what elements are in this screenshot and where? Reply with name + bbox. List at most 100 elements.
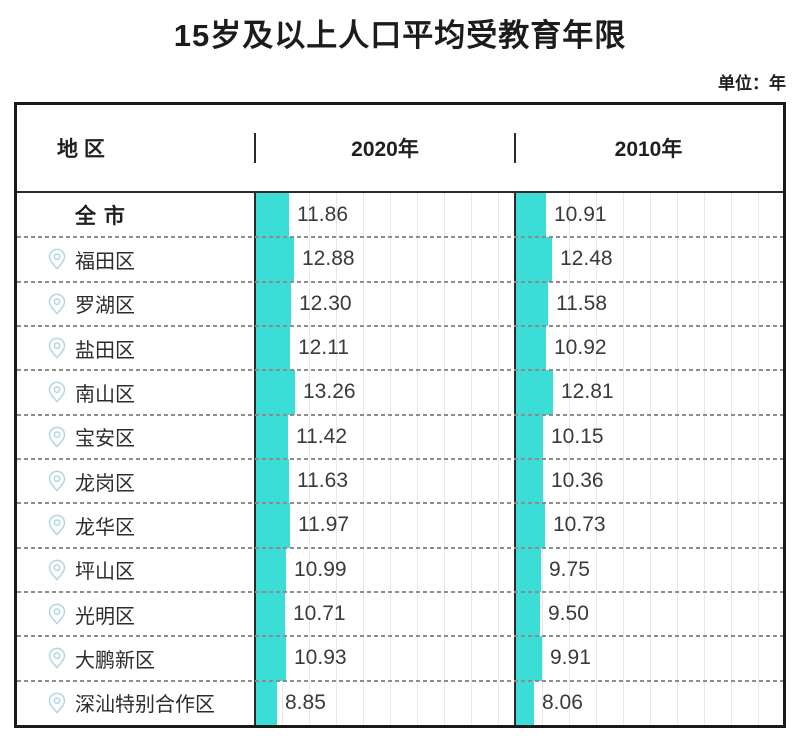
table-row: 全 市 11.86 10.91 (17, 193, 783, 239)
value-bar-2010 (516, 237, 552, 282)
region-label: 宝安区 (75, 428, 135, 451)
value-cell-2010: 9.75 (516, 547, 781, 592)
region-cell: 福田区 (17, 237, 256, 282)
location-pin-icon (48, 293, 66, 315)
location-pin-icon (48, 337, 66, 359)
location-pin-icon (48, 515, 66, 537)
value-cell-2020: 13.26 (256, 370, 516, 415)
value-label-2010: 12.48 (560, 247, 613, 271)
table-row: 光明区 10.71 9.50 (17, 591, 783, 638)
region-label: 大鹏新区 (75, 649, 155, 672)
value-cell-2010: 11.58 (516, 281, 781, 326)
value-label-2020: 10.99 (294, 557, 347, 581)
region-label: 龙岗区 (75, 472, 135, 495)
region-cell: 罗湖区 (17, 281, 256, 326)
value-bar-2010 (516, 680, 534, 725)
region-label: 罗湖区 (75, 295, 135, 318)
region-cell: 宝安区 (17, 414, 256, 459)
header-region: 地 区 (17, 133, 256, 163)
region-cell: 大鹏新区 (17, 636, 256, 681)
value-bar-2020 (256, 414, 288, 459)
page-title: 15岁及以上人口平均受教育年限 (173, 18, 627, 53)
value-cell-2010: 10.36 (516, 458, 781, 504)
value-cell-2020: 11.63 (256, 458, 516, 504)
region-cell: 龙岗区 (17, 458, 256, 504)
value-label-2010: 12.81 (561, 380, 614, 404)
location-pin-icon (48, 603, 66, 625)
value-bar-2010 (516, 458, 543, 504)
region-cell: 光明区 (17, 591, 256, 637)
value-bar-2020 (256, 591, 285, 637)
value-label-2020: 8.85 (285, 690, 326, 714)
value-label-2010: 8.06 (542, 690, 583, 714)
location-pin-icon (48, 426, 66, 448)
value-cell-2010: 10.15 (516, 414, 781, 459)
value-bar-2010 (516, 370, 553, 415)
value-bar-2020 (256, 370, 295, 415)
value-label-2020: 11.86 (297, 203, 348, 227)
header-2010: 2010年 (614, 138, 683, 161)
region-label: 坪山区 (75, 561, 135, 584)
value-bar-2020 (256, 680, 277, 725)
region-label: 全 市 (75, 205, 126, 229)
value-bar-2020 (256, 237, 294, 282)
value-bar-2010 (516, 325, 546, 371)
value-label-2020: 10.93 (294, 646, 347, 670)
location-pin-icon (48, 470, 66, 492)
value-label-2010: 10.91 (554, 203, 607, 227)
value-label-2010: 10.15 (551, 424, 604, 448)
value-bar-2020 (256, 636, 286, 681)
value-label-2010: 10.36 (551, 469, 604, 493)
table-body: 全 市 11.86 10.91 福田区 12.88 12.48 (17, 193, 783, 725)
value-label-2020: 11.97 (298, 513, 349, 537)
value-bar-2010 (516, 414, 543, 459)
value-cell-2020: 12.30 (256, 281, 516, 326)
value-label-2020: 13.26 (303, 380, 356, 404)
value-cell-2020: 10.93 (256, 636, 516, 681)
value-bar-2020 (256, 547, 286, 592)
region-label: 盐田区 (75, 339, 135, 362)
region-label: 福田区 (75, 250, 135, 273)
table-row: 龙华区 11.97 10.73 (17, 503, 783, 549)
value-label-2010: 9.75 (549, 557, 590, 581)
value-label-2010: 10.73 (553, 513, 606, 537)
value-label-2020: 11.42 (296, 424, 347, 448)
value-label-2020: 11.63 (297, 469, 348, 493)
value-label-2010: 9.50 (548, 602, 589, 626)
location-pin-icon (48, 249, 66, 271)
region-label: 龙华区 (75, 516, 135, 539)
region-cell: 坪山区 (17, 547, 256, 592)
region-cell: 南山区 (17, 370, 256, 415)
value-cell-2020: 12.88 (256, 237, 516, 282)
table-row: 坪山区 10.99 9.75 (17, 547, 783, 594)
value-cell-2020: 10.71 (256, 591, 516, 637)
table-row: 罗湖区 12.30 11.58 (17, 281, 783, 328)
value-bar-2010 (516, 591, 540, 637)
table-row: 盐田区 12.11 10.92 (17, 325, 783, 372)
value-cell-2020: 8.85 (256, 680, 516, 725)
region-cell: 盐田区 (17, 325, 256, 371)
value-label-2020: 12.11 (298, 336, 349, 360)
value-bar-2010 (516, 636, 542, 681)
value-bar-2010 (516, 281, 548, 326)
value-cell-2010: 8.06 (516, 680, 781, 725)
region-cell: 深汕特别合作区 (17, 680, 256, 725)
value-cell-2010: 12.48 (516, 237, 781, 282)
value-bar-2020 (256, 458, 289, 504)
region-cell: 龙华区 (17, 503, 256, 548)
location-pin-icon (48, 382, 66, 404)
value-bar-2020 (256, 325, 290, 371)
table-row: 深汕特别合作区 8.85 8.06 (17, 680, 783, 725)
location-pin-icon (48, 692, 66, 714)
value-label-2010: 10.92 (554, 336, 607, 360)
value-cell-2010: 10.91 (516, 193, 781, 238)
location-pin-icon (48, 559, 66, 581)
value-cell-2020: 11.42 (256, 414, 516, 459)
location-pin-icon (48, 648, 66, 670)
table-row: 宝安区 11.42 10.15 (17, 414, 783, 461)
region-label: 光明区 (75, 605, 135, 628)
value-label-2020: 12.30 (299, 291, 352, 315)
data-table: 地 区 2020年 2010年 全 市 11.86 10.91 福田区 (14, 102, 786, 728)
value-cell-2020: 11.86 (256, 193, 516, 238)
value-cell-2010: 10.92 (516, 325, 781, 371)
